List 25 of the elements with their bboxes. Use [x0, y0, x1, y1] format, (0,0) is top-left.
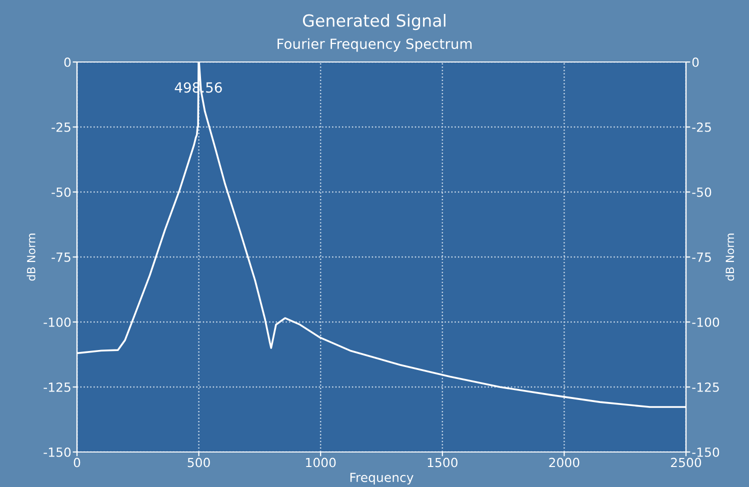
y-tick-label: -150	[44, 447, 71, 457]
y2-tick-label: -150	[692, 447, 720, 457]
y-tick-label: -50	[52, 187, 71, 197]
chart-title: Generated Signal	[302, 14, 446, 30]
x-tick-label: 500	[188, 458, 210, 468]
x-tick-label: 2500	[671, 458, 702, 468]
x-tick-label: 1000	[306, 458, 336, 468]
x-tick-label: 1500	[428, 458, 458, 468]
y-tick-label: -125	[44, 382, 70, 392]
y-tick-label: -25	[52, 122, 70, 132]
x-tick-label: 0	[74, 458, 80, 468]
y-tick-label: 0	[64, 57, 71, 67]
y2-axis-title: dB Norm	[725, 234, 734, 281]
y2-tick-label: -50	[692, 187, 712, 197]
y2-tick-label: -100	[692, 317, 720, 327]
chart-subtitle: Fourier Frequency Spectrum	[278, 38, 472, 52]
x-tick-label: 2000	[549, 458, 580, 468]
y2-tick-label: -125	[692, 382, 719, 392]
y-tick-label: -75	[52, 252, 70, 262]
y-axis-title: dB Norm	[26, 234, 36, 281]
y-tick-label: -100	[44, 317, 71, 327]
x-axis-title: Frequency	[350, 472, 414, 485]
y2-tick-label: -75	[692, 252, 711, 262]
y2-tick-label: -25	[692, 122, 711, 132]
y2-tick-label: 0	[692, 57, 699, 67]
